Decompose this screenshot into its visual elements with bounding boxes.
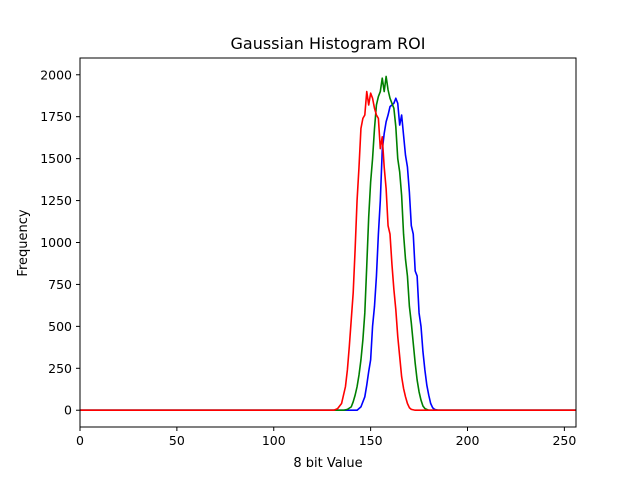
series-line-2: [80, 90, 576, 412]
x-tick-label: 50: [169, 433, 185, 448]
y-tick-label: 0: [64, 403, 72, 418]
x-axis-label: 8 bit Value: [293, 456, 362, 471]
axis-ticks-group: 0 50 100 150 200 250 0 250 500 750 1000 1250 1500 175…: [40, 67, 576, 448]
y-tick-label: 1000: [40, 235, 72, 250]
series-line-1: [80, 75, 576, 412]
x-tick-label: 200: [456, 433, 480, 448]
x-tick-label: 100: [262, 433, 286, 448]
y-tick-label: 250: [48, 361, 72, 376]
x-tick-label: 0: [76, 433, 84, 448]
y-tick-label: 1500: [40, 151, 72, 166]
plot-series-group: [80, 75, 576, 412]
y-tick-label: 2000: [40, 67, 72, 82]
x-tick-label: 150: [359, 433, 383, 448]
series-line-0: [80, 97, 576, 412]
plot-area-frame: [79, 57, 577, 428]
y-tick-label: 500: [48, 319, 72, 334]
y-axis-label: Frequency: [16, 209, 31, 276]
chart-title: Gaussian Histogram ROI: [230, 34, 425, 53]
y-tick-label: 1250: [40, 193, 72, 208]
y-tick-label: 750: [48, 277, 72, 292]
x-tick-label: 250: [552, 433, 576, 448]
y-tick-label: 1750: [40, 109, 72, 124]
